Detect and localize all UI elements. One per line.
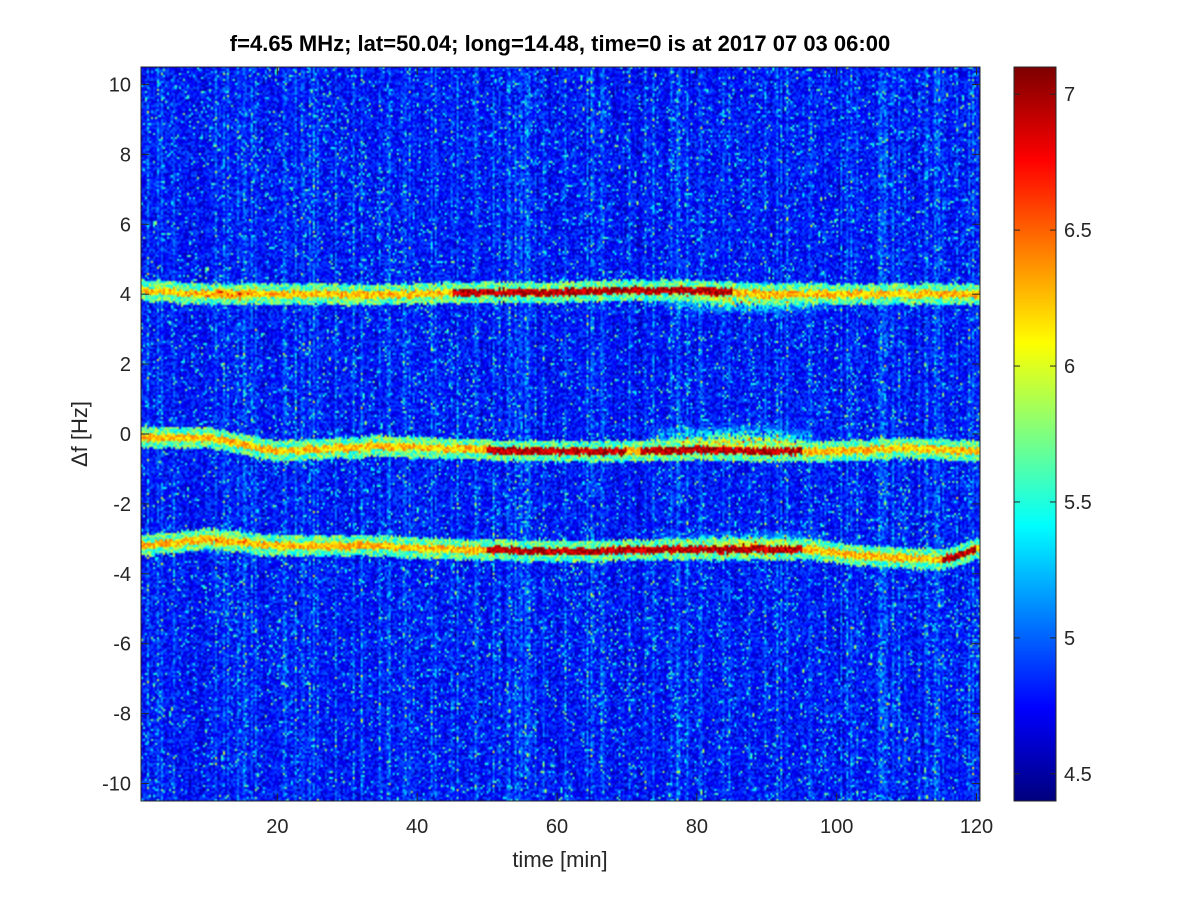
colorbar: 7 6.5 6 5.5 5 4.5: [1013, 66, 1092, 802]
x-tick-label: 20: [266, 816, 288, 838]
y-axis-label: Δf [Hz]: [67, 401, 92, 467]
y-tick-label: 4: [120, 284, 131, 306]
x-tick-label: 100: [820, 816, 853, 838]
spectrogram-heatmap: [141, 67, 980, 801]
y-tick-label: -6: [113, 634, 131, 656]
colorbar-tick-label: 7: [1064, 84, 1075, 106]
x-tick-label: 60: [546, 816, 568, 838]
y-tick-label: -2: [113, 494, 131, 516]
x-tick-label: 40: [406, 816, 428, 838]
y-tick-label: -4: [113, 564, 131, 586]
chart-title: f=4.65 MHz; lat=50.04; long=14.48, time=…: [230, 31, 890, 56]
colorbar-tick-label: 6: [1064, 356, 1075, 378]
y-tick-label: 2: [120, 354, 131, 376]
colorbar-tick-label: 5.5: [1064, 492, 1092, 514]
y-tick-label: -10: [102, 774, 131, 796]
colorbar-tick-label: 4.5: [1064, 764, 1092, 786]
y-axis-ticks: 10 8 6 4 2 0 -2 -4 -6 -8 -10: [102, 74, 980, 796]
x-tick-label: 120: [960, 816, 993, 838]
colorbar-gradient: [1014, 67, 1056, 801]
y-tick-label: -8: [113, 704, 131, 726]
x-tick-label: 80: [686, 816, 708, 838]
y-tick-label: 10: [109, 74, 131, 96]
y-tick-label: 6: [120, 214, 131, 236]
y-tick-label: 0: [120, 424, 131, 446]
x-axis-label: time [min]: [512, 847, 607, 872]
colorbar-ticks: 7 6.5 6 5.5 5 4.5: [1014, 84, 1092, 786]
y-tick-label: 8: [120, 144, 131, 166]
colorbar-tick-label: 6.5: [1064, 220, 1092, 242]
colorbar-tick-label: 5: [1064, 628, 1075, 650]
colorbar-frame: [1013, 66, 1057, 802]
x-axis-ticks: 20 40 60 80 100 120: [266, 67, 993, 838]
